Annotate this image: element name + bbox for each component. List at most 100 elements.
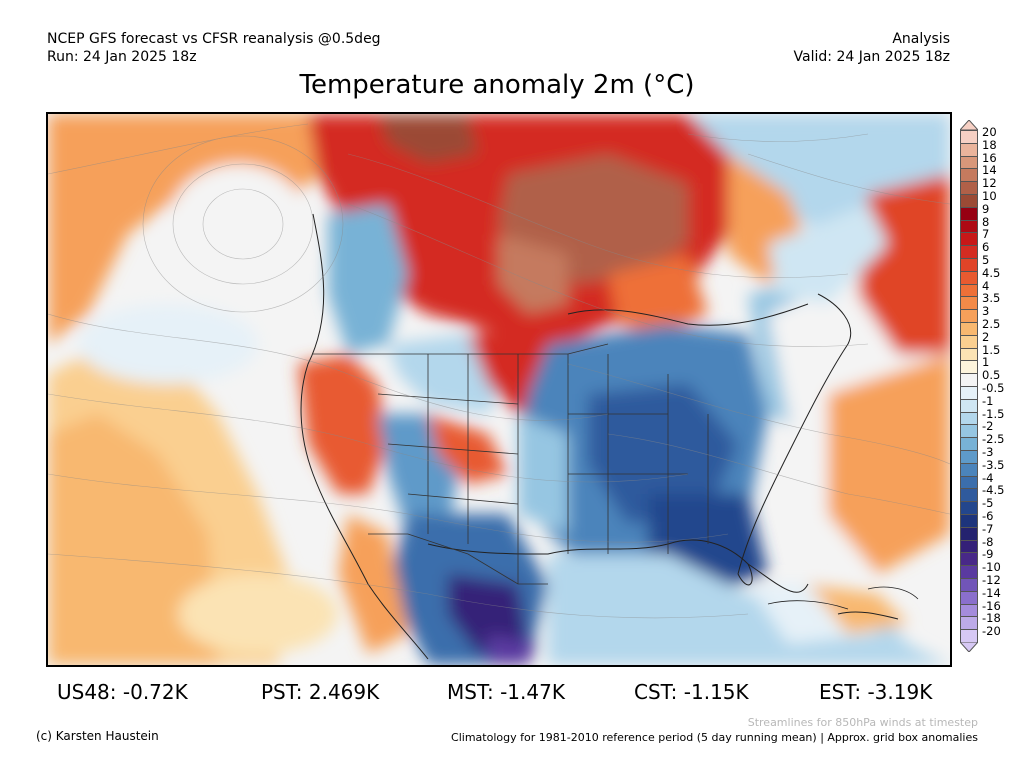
legend-label: -9 bbox=[982, 547, 994, 562]
legend-label: -10 bbox=[982, 560, 1001, 575]
legend-swatch bbox=[960, 411, 978, 426]
temperature-anomaly-map bbox=[46, 112, 952, 667]
stat-mst: MST: -1.47K bbox=[447, 680, 565, 704]
run-time: Run: 24 Jan 2025 18z bbox=[47, 49, 197, 65]
legend-label: 9 bbox=[982, 201, 990, 216]
legend-swatch bbox=[960, 539, 978, 554]
legend-label: -8 bbox=[982, 534, 994, 549]
legend-swatch bbox=[960, 565, 978, 579]
legend-swatch bbox=[960, 450, 978, 464]
legend-label: -5 bbox=[982, 496, 994, 511]
legend-label: -12 bbox=[982, 573, 1001, 587]
legend-label: 10 bbox=[982, 189, 997, 203]
legend-label: -4.5 bbox=[982, 483, 1005, 498]
legend-swatch bbox=[960, 590, 978, 605]
legend-swatch bbox=[960, 270, 978, 285]
legend-swatch bbox=[960, 245, 978, 259]
legend-swatch bbox=[960, 475, 978, 490]
legend-label: 2 bbox=[982, 329, 990, 344]
legend-label: -1 bbox=[982, 393, 994, 408]
valid-time: Valid: 24 Jan 2025 18z bbox=[793, 49, 950, 65]
legend-label: 1 bbox=[982, 355, 990, 370]
legend-swatch bbox=[960, 578, 978, 592]
analysis-label: Analysis bbox=[892, 31, 950, 47]
legend-label: 2.5 bbox=[982, 317, 1001, 331]
legend-swatch bbox=[960, 334, 978, 349]
legend-label: -16 bbox=[982, 598, 1001, 613]
legend-label: -20 bbox=[982, 624, 1001, 639]
legend-label: 18 bbox=[982, 137, 997, 152]
legend-swatch bbox=[960, 194, 978, 208]
legend-label: 5 bbox=[982, 253, 990, 267]
header-right: Analysis Valid: 24 Jan 2025 18z bbox=[794, 30, 950, 66]
legend-swatch bbox=[960, 168, 978, 183]
legend-swatch bbox=[960, 142, 978, 157]
legend-label: 1.5 bbox=[982, 342, 1001, 357]
legend-label: -1.5 bbox=[982, 406, 1005, 421]
legend-swatch bbox=[960, 258, 978, 272]
legend-swatch bbox=[960, 232, 978, 247]
map-title: Temperature anomaly 2m (°C) bbox=[299, 70, 695, 100]
legend-swatch bbox=[960, 181, 978, 195]
legend-swatch bbox=[960, 155, 978, 170]
legend-label: 4 bbox=[982, 278, 990, 293]
legend-label: 6 bbox=[982, 240, 990, 255]
climatology-note: Climatology for 1981-2010 reference peri… bbox=[451, 731, 978, 744]
legend-label: -2.5 bbox=[982, 432, 1005, 447]
legend-swatch bbox=[960, 526, 978, 541]
legend-label: -0.5 bbox=[982, 381, 1005, 395]
legend-swatch bbox=[960, 552, 978, 567]
legend-swatch bbox=[960, 437, 978, 451]
legend-arrow-top bbox=[960, 120, 978, 130]
legend-swatch bbox=[960, 629, 978, 643]
legend-swatch bbox=[960, 488, 978, 503]
legend-swatch bbox=[960, 219, 978, 234]
legend-label: 7 bbox=[982, 227, 990, 242]
caribbean-islands bbox=[767, 586, 919, 610]
legend-swatch bbox=[960, 309, 978, 323]
legend-label: 20 bbox=[982, 125, 997, 139]
legend-swatch bbox=[960, 347, 978, 362]
coastlines bbox=[300, 213, 899, 660]
legend-swatch bbox=[960, 603, 978, 618]
legend-label: 4.5 bbox=[982, 265, 1001, 280]
legend-swatch bbox=[960, 386, 978, 400]
legend-swatch bbox=[960, 206, 978, 221]
legend-label: 12 bbox=[982, 176, 997, 191]
map-canvas bbox=[48, 114, 950, 665]
legend-swatch bbox=[960, 616, 978, 631]
legend-swatch bbox=[960, 360, 978, 375]
legend-label: -4 bbox=[982, 470, 994, 485]
legend-swatch bbox=[960, 322, 978, 336]
legend-label: 3.5 bbox=[982, 291, 1001, 306]
stat-pst: PST: 2.469K bbox=[261, 680, 380, 704]
stat-cst: CST: -1.15K bbox=[634, 680, 749, 704]
legend-swatch bbox=[960, 373, 978, 387]
header-left: NCEP GFS forecast vs CFSR reanalysis @0.… bbox=[47, 30, 381, 66]
legend-label: -14 bbox=[982, 585, 1001, 600]
legend-label: -3.5 bbox=[982, 457, 1005, 472]
legend-swatch bbox=[960, 514, 978, 528]
anomaly-field bbox=[48, 114, 950, 665]
legend-swatch bbox=[960, 462, 978, 477]
legend-label: 3 bbox=[982, 304, 990, 319]
political-borders bbox=[313, 343, 709, 585]
legend-label: 16 bbox=[982, 150, 997, 165]
stat-us48: US48: -0.72K bbox=[57, 680, 188, 704]
legend-swatch bbox=[960, 283, 978, 298]
legend-label: 8 bbox=[982, 214, 990, 229]
legend-label: 14 bbox=[982, 163, 997, 178]
colorbar-legend: 20 18 16 14 12 10 9 8 7 6 5 4.5 4 3.5 3 2.5 2 1.5 1 0.5 -0.5… bbox=[960, 120, 1004, 652]
legend-label: -2 bbox=[982, 419, 994, 434]
legend-label: -3 bbox=[982, 445, 994, 459]
credit: (c) Karsten Haustein bbox=[36, 729, 159, 743]
regional-stats: US48: -0.72K PST: 2.469K MST: -1.47K CST… bbox=[0, 680, 1024, 706]
legend-swatch bbox=[960, 130, 978, 144]
legend-arrow-bottom bbox=[960, 642, 978, 652]
legend-label: -7 bbox=[982, 521, 994, 536]
stat-est: EST: -3.19K bbox=[819, 680, 933, 704]
legend-label: -6 bbox=[982, 509, 994, 523]
legend-swatch bbox=[960, 501, 978, 515]
legend-label: 0.5 bbox=[982, 368, 1001, 383]
model-description: NCEP GFS forecast vs CFSR reanalysis @0.… bbox=[47, 31, 381, 47]
